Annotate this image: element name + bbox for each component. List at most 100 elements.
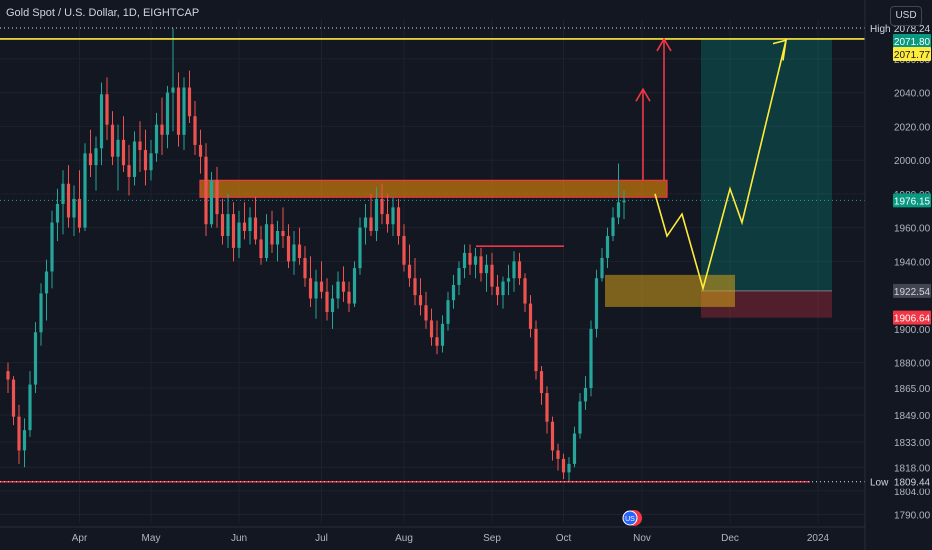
candle-body: [171, 87, 175, 93]
arrow-long-head: [656, 37, 672, 52]
y-tick-label: 1818.00: [894, 463, 931, 474]
candle-body: [594, 278, 599, 329]
price-label-bg: [893, 21, 931, 36]
candle-body: [176, 87, 181, 135]
candle-body: [209, 180, 214, 225]
price-label-bg: [893, 47, 931, 62]
candle-body: [600, 257, 604, 279]
price-tag-bg: [866, 21, 893, 36]
candle-body: [319, 281, 324, 292]
candle-body: [237, 222, 241, 248]
price-label: 2071.80: [894, 37, 931, 48]
candle-body: [407, 264, 412, 279]
candle-body: [88, 153, 93, 166]
candle-body: [270, 224, 274, 245]
candle-body: [534, 328, 538, 372]
candle-body: [281, 230, 285, 237]
candle-body: [6, 371, 10, 380]
candle-body: [561, 458, 566, 473]
y-tick-label: 1900.00: [894, 325, 931, 336]
candle-body: [110, 124, 115, 157]
x-tick-label: Dec: [721, 533, 739, 544]
y-tick-label: 1940.00: [894, 257, 931, 268]
candle-body: [325, 291, 329, 313]
candle-body: [50, 222, 54, 272]
candle-body: [94, 148, 98, 166]
candle-body: [17, 416, 21, 451]
candle-body: [391, 207, 395, 225]
candle-body: [138, 141, 142, 150]
candle-body: [545, 393, 549, 422]
y-tick-label: 2020.00: [894, 122, 931, 133]
price-label: 1906.64: [894, 314, 931, 325]
price-label: 1922.54: [894, 287, 931, 298]
candle-body: [28, 384, 32, 431]
resistance-zone-border: [199, 179, 668, 198]
price-tag: High: [870, 24, 891, 35]
candle-body: [556, 450, 560, 459]
candle-body: [468, 252, 472, 265]
candle-body: [451, 285, 456, 301]
candle-body: [479, 256, 483, 274]
candle-body: [121, 139, 126, 166]
candle-body: [193, 116, 197, 145]
candle-body: [462, 252, 467, 269]
candle-body: [154, 124, 159, 154]
target-zone: [701, 38, 832, 291]
candle-body: [143, 149, 148, 171]
candles: [6, 28, 626, 483]
candle-body: [72, 198, 76, 218]
price-tag: Low: [870, 478, 889, 489]
candle-body: [473, 256, 478, 265]
candle-body: [215, 180, 219, 215]
candle-body: [127, 165, 131, 177]
candle-body: [418, 295, 423, 306]
candle-body: [308, 278, 313, 299]
x-tick-label: May: [142, 533, 161, 544]
candle-body: [314, 281, 318, 299]
candle-body: [83, 153, 87, 228]
candle-body: [512, 261, 516, 279]
price-label-bg: [893, 283, 931, 298]
candle-body: [105, 94, 109, 125]
candle-body: [226, 214, 230, 237]
candle-body: [490, 264, 494, 287]
candle-body: [435, 337, 439, 346]
trade-zones: [199, 38, 832, 318]
symbol-header: Gold Spot / U.S. Dollar, 1D, EIGHTCAP: [6, 7, 200, 19]
price-tag-bg: [866, 474, 893, 489]
projected-path-head: [772, 39, 787, 61]
candle-body: [61, 183, 65, 204]
candle-body: [165, 92, 170, 135]
candle-body: [336, 281, 340, 299]
candle-body: [231, 214, 236, 248]
y-tick-label: 2000.00: [894, 156, 931, 167]
resistance-zone: [200, 180, 667, 198]
y-tick-label: 1849.00: [894, 411, 931, 422]
candle-body: [220, 214, 225, 237]
candle-body: [22, 430, 27, 451]
candle-body: [149, 153, 153, 171]
candle-body: [99, 94, 104, 149]
x-tick-label: 2024: [807, 533, 830, 544]
candle-body: [160, 124, 164, 135]
candle-body: [457, 268, 461, 286]
candle-body: [440, 323, 445, 346]
price-label-bg: [893, 34, 931, 49]
candle-body: [11, 379, 16, 417]
candle-body: [402, 236, 406, 265]
currency-button[interactable]: USD: [890, 6, 922, 26]
candle-body: [567, 463, 571, 473]
candle-body: [358, 227, 362, 269]
annotations: US: [0, 27, 865, 526]
candle-body: [33, 332, 38, 385]
candle-body: [413, 278, 417, 296]
candle-body: [347, 291, 351, 304]
candle-body: [303, 257, 307, 279]
y-tick-label: 1833.00: [894, 438, 931, 449]
candle-body: [589, 328, 593, 388]
candle-body: [330, 298, 335, 313]
